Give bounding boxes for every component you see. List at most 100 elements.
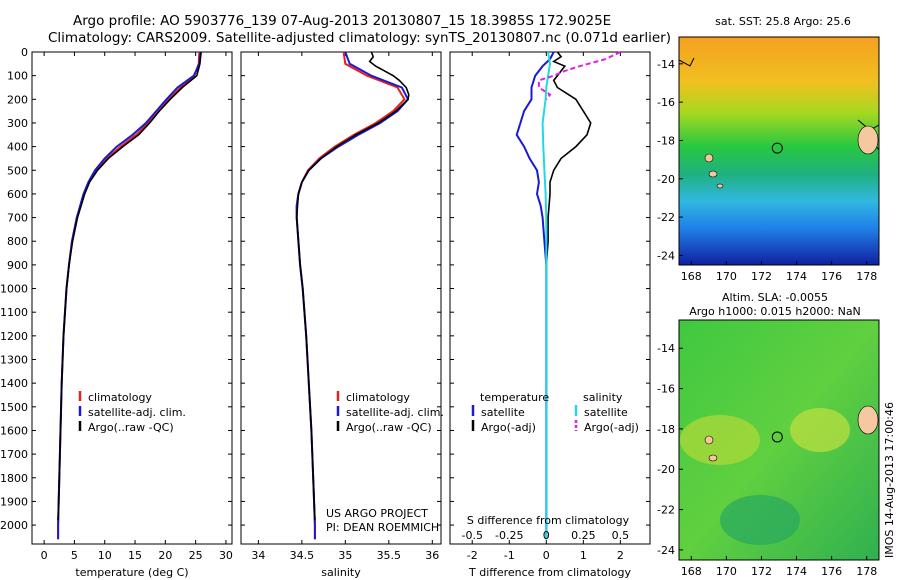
series-line — [537, 51, 621, 100]
sst-island-shape — [716, 183, 724, 189]
x-tick-label: 5 — [71, 549, 78, 562]
x-tick-label: 15 — [128, 549, 142, 562]
map-y-tick-label: -24 — [657, 544, 675, 557]
secondary-tick-label: -0.25 — [495, 529, 523, 542]
series-line — [541, 51, 552, 540]
x-tick-label: 35 — [338, 549, 352, 562]
x-tick-label: -2 — [467, 549, 478, 562]
x-tick-label: 0 — [543, 549, 550, 562]
x-tick-label: 35.5 — [377, 549, 402, 562]
map-x-tick-label: 174 — [786, 565, 807, 578]
legend-group-title: salinity — [583, 391, 623, 404]
sla-island-shape — [708, 454, 718, 462]
map-y-tick-label: -14 — [657, 58, 675, 71]
depth-tick-label: 800 — [7, 235, 28, 248]
map-x-tick-label: 168 — [681, 270, 702, 283]
depth-tick-label: 0 — [21, 46, 28, 59]
x-tick-label: 0 — [41, 549, 48, 562]
x-tick-label: 1 — [580, 549, 587, 562]
header-line1: Argo profile: AO 5903776_139 07-Aug-2013… — [73, 13, 611, 29]
legend-label: satellite-adj. clim. — [88, 406, 186, 419]
x-tick-label: 36 — [425, 549, 439, 562]
sst-island-shape — [708, 170, 718, 178]
depth-tick-label: 300 — [7, 117, 28, 130]
salinity-axis-label: salinity — [321, 566, 361, 579]
difference-plot: -2 -1 0 1 2 temperature salinity satellite Argo(… — [461, 51, 639, 562]
x-tick-label: 2 — [617, 549, 624, 562]
map-x-tick-label: 178 — [856, 565, 877, 578]
map-x-tick-label: 174 — [786, 270, 807, 283]
map-y-tick-label: -16 — [657, 383, 675, 396]
depth-tick-label: 1400 — [0, 377, 28, 390]
map-y-tick-label: -22 — [657, 211, 675, 224]
t-difference-axis-label: T difference from climatology — [468, 566, 631, 579]
map-x-tick-label: 176 — [821, 270, 842, 283]
depth-tick-label: 100 — [7, 70, 28, 83]
sla-warm-patch — [790, 408, 850, 452]
depth-tick-label: 1600 — [0, 424, 28, 437]
x-tick-label: 25 — [189, 549, 203, 562]
map-y-tick-label: -18 — [657, 134, 675, 147]
legend-label: Argo(-adj) — [584, 421, 639, 434]
map-x-tick-label: 172 — [751, 270, 772, 283]
temperature-axis-label: temperature (deg C) — [75, 566, 188, 579]
sst-map-axes: 168 170 172 174 176 178 -14 -16 -18 -20 -22 -24 — [657, 58, 877, 283]
series-line — [57, 51, 202, 521]
sst-island-shape — [857, 125, 879, 155]
x-tick-label: -1 — [504, 549, 515, 562]
s-difference-axis-label: S difference from climatology — [467, 514, 630, 527]
map-y-tick-label: -16 — [657, 96, 675, 109]
secondary-tick-label: -0.5 — [461, 529, 482, 542]
map-y-tick-label: -18 — [657, 423, 675, 436]
depth-tick-label: 600 — [7, 188, 28, 201]
imos-timestamp: IMOS 14-Aug-2013 17:00:46 — [883, 402, 896, 558]
secondary-tick-label: 0.5 — [612, 529, 630, 542]
series-line — [295, 51, 410, 521]
map-x-tick-label: 176 — [821, 565, 842, 578]
legend-label: climatology — [88, 391, 152, 404]
map-x-tick-label: 168 — [681, 565, 702, 578]
legend-label: satellite-adj. clim. — [346, 406, 444, 419]
x-tick-label: 30 — [219, 549, 233, 562]
depth-tick-label: 2000 — [0, 519, 28, 532]
depth-axis: 0 100 200 300 400 500 600 700 800 900 1000 1100 1200… — [0, 46, 650, 532]
map-x-tick-label: 170 — [716, 270, 737, 283]
x-tick-label: 10 — [98, 549, 112, 562]
depth-tick-label: 1300 — [0, 354, 28, 367]
legend-label: satellite — [584, 406, 628, 419]
depth-tick-label: 400 — [7, 141, 28, 154]
map-y-tick-label: -14 — [657, 342, 675, 355]
legend-label: Argo(..raw -QC) — [346, 421, 432, 434]
sla-map-subtitle: Argo h1000: 0.015 h2000: NaN — [689, 305, 861, 318]
x-tick-label: 34.5 — [290, 549, 315, 562]
salinity-plot: 34 34.5 35 35.5 36 climatology satellite-adj. … — [251, 51, 444, 562]
map-x-tick-label: 172 — [751, 565, 772, 578]
depth-tick-label: 1500 — [0, 401, 28, 414]
sla-island-shape — [857, 405, 879, 435]
secondary-tick-label: 0.25 — [571, 529, 596, 542]
legend-label: Argo(..raw -QC) — [88, 421, 174, 434]
legend-label: Argo(-adj) — [481, 421, 536, 434]
depth-tick-label: 1000 — [0, 283, 28, 296]
pi-annotation: PI: DEAN ROEMMICH — [326, 521, 439, 534]
project-annotation: US ARGO PROJECT — [326, 507, 428, 520]
legend-group-title: temperature — [480, 391, 549, 404]
map-y-tick-label: -24 — [657, 249, 675, 262]
sla-cool-patch — [720, 495, 800, 545]
depth-tick-label: 1800 — [0, 472, 28, 485]
depth-tick-label: 500 — [7, 164, 28, 177]
map-y-tick-label: -20 — [657, 173, 675, 186]
depth-tick-label: 1100 — [0, 306, 28, 319]
depth-tick-label: 1700 — [0, 448, 28, 461]
temperature-plot: 0 5 10 15 20 25 30 climatology satellite-adj. cl… — [41, 51, 233, 562]
depth-tick-label: 200 — [7, 93, 28, 106]
argo-location-marker — [771, 142, 783, 154]
map-y-tick-label: -22 — [657, 504, 675, 517]
sst-map — [678, 36, 880, 266]
depth-tick-label: 900 — [7, 259, 28, 272]
depth-tick-label: 700 — [7, 212, 28, 225]
depth-tick-label: 1200 — [0, 330, 28, 343]
sst-island-shape — [704, 153, 714, 163]
legend-label: satellite — [481, 406, 525, 419]
